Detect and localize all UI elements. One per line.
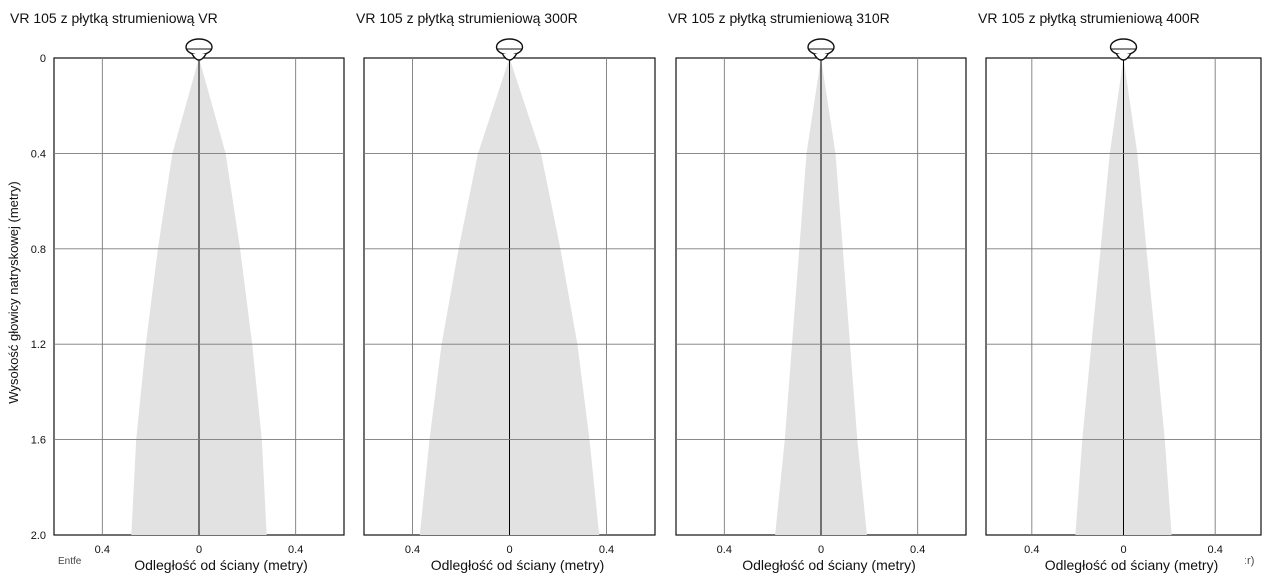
chart-panel-2: 0.4 0 0.4 VR 105 z płytką strumieniową 300R…	[356, 10, 656, 573]
nozzle-body	[495, 38, 524, 56]
x-tick-label: 0.4	[405, 544, 420, 556]
x-tick-label: 0	[196, 544, 202, 556]
y-tick-label: 2.0	[31, 530, 46, 542]
x-axis-label: Odległość od ściany (metry)	[742, 557, 916, 573]
nozzle-tip	[1115, 53, 1132, 61]
spray-nozzle-icon	[807, 38, 835, 61]
nozzle-body	[807, 38, 835, 56]
x-tick-label: 0	[1120, 544, 1126, 556]
spray-nozzle-icon	[1109, 38, 1138, 61]
nozzle-body	[1109, 38, 1138, 56]
y-tick-label: 0.4	[31, 148, 46, 160]
x-tick-label: 0	[818, 544, 824, 556]
nozzle-body	[185, 38, 213, 56]
x-axis-label: Odległość od ściany (metry)	[134, 557, 308, 573]
y-axis-label: Wysokość głowicy natryskowej (metry)	[6, 181, 21, 403]
y-tick-label: 1.6	[31, 435, 46, 447]
nozzle-tip	[191, 53, 207, 61]
x-tick-label: 0	[506, 544, 512, 556]
spray-nozzle-icon	[185, 38, 213, 61]
y-tick-label: 0	[40, 53, 46, 65]
y-tick-label: 1.2	[31, 339, 46, 351]
chart-panel-4: 0.4 0 0.4 VR 105 z płytką strumieniową 400R…	[978, 10, 1262, 573]
x-tick-label: 0.4	[288, 544, 303, 556]
chart-title: VR 105 z płytką strumieniową 300R	[356, 10, 578, 26]
chart-title: VR 105 z płytką strumieniową 400R	[978, 10, 1200, 26]
chart-panel-1: 0.4 0 0.4 0 0.4 0.8 1.2 1.6 2.0 VR 105 z płytką s…	[6, 10, 345, 573]
x-tick-label: 0.4	[1024, 544, 1039, 556]
x-axis-label: Odległość od ściany (metry)	[431, 557, 605, 573]
x-tick-label: 0.4	[599, 544, 614, 556]
x-tick-label: 0.4	[910, 544, 925, 556]
nozzle-tip	[501, 53, 518, 61]
spray-nozzle-icon	[495, 38, 524, 61]
x-tick-label: 0.4	[717, 544, 732, 556]
nozzle-tip	[813, 53, 829, 61]
fragment-text-right: ːr)	[1244, 555, 1255, 567]
chart-title: VR 105 z płytką strumieniową 310R	[668, 10, 890, 26]
chart-title: VR 105 z płytką strumieniową VR	[10, 10, 218, 26]
x-axis-label: Odległość od ściany (metry)	[1045, 557, 1219, 573]
x-tick-label: 0.4	[1208, 544, 1223, 556]
x-tick-label: 0.4	[95, 544, 110, 556]
y-tick-label: 0.8	[31, 244, 46, 256]
chart-panel-3: 0.4 0 0.4 VR 105 z płytką strumieniową 310R…	[668, 10, 967, 573]
fragment-text-left: Entfe	[58, 556, 82, 567]
